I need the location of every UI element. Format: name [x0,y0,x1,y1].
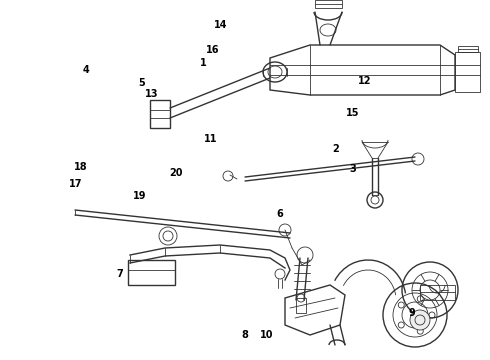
Text: 16: 16 [206,45,220,55]
Text: 17: 17 [69,179,83,189]
Text: 5: 5 [139,78,146,88]
Text: 19: 19 [133,191,147,201]
Text: 13: 13 [145,89,159,99]
Text: 8: 8 [242,330,248,340]
Circle shape [410,310,430,330]
Text: 20: 20 [170,168,183,178]
Text: 18: 18 [74,162,88,172]
Text: 1: 1 [200,58,207,68]
Text: 4: 4 [82,65,89,75]
Text: 10: 10 [260,330,274,340]
Text: 7: 7 [117,269,123,279]
Text: 2: 2 [332,144,339,154]
Text: 6: 6 [276,209,283,219]
Text: 9: 9 [408,308,415,318]
Text: 15: 15 [346,108,360,118]
Text: 12: 12 [358,76,372,86]
Text: 14: 14 [214,20,227,30]
Text: 11: 11 [204,134,218,144]
Text: 3: 3 [349,164,356,174]
